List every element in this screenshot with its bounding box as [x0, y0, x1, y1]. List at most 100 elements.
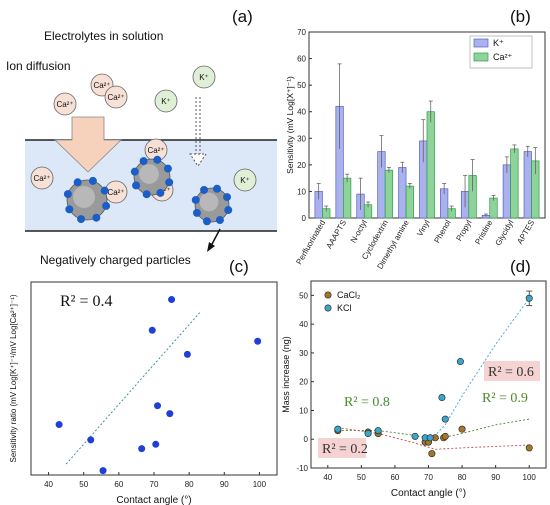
- category-label: Pristine: [473, 218, 494, 246]
- data-point: [154, 402, 162, 410]
- y-tick-label: 60: [297, 55, 306, 64]
- negative-charge-dot: [73, 178, 82, 187]
- legend-label: K⁺: [493, 38, 504, 48]
- y-tick-label: 30: [297, 134, 306, 143]
- negative-charge-dot: [192, 208, 201, 217]
- negative-charge-dot: [102, 201, 111, 210]
- y-tick-label: 50: [297, 81, 306, 90]
- legend-label: Ca²⁺: [493, 52, 513, 62]
- negative-charge-dot: [63, 190, 72, 199]
- negative-charge-dot: [65, 205, 74, 214]
- ion-diffusion-label: Ion diffusion: [6, 59, 71, 73]
- ion-k-icon: K⁺: [154, 89, 178, 113]
- y-tick-label: 10: [297, 187, 306, 196]
- panel-c-letter: (c): [229, 257, 249, 276]
- negative-charge-dot: [224, 206, 233, 215]
- x-tick-label: 80: [458, 473, 467, 482]
- bar-ca: [405, 185, 414, 219]
- data-point: [152, 440, 160, 448]
- data-point-kcl: [364, 429, 372, 437]
- y-tick-label: 10: [299, 406, 308, 415]
- data-point-kcl: [411, 432, 419, 440]
- annotation-highlight: [318, 438, 366, 458]
- r-squared-annotation: R² = 0.2: [322, 442, 368, 457]
- negative-charge-dot: [132, 181, 141, 190]
- data-point: [254, 337, 262, 345]
- y-axis-label: Mass increase (ng): [281, 336, 291, 413]
- y-tick-label: 20: [299, 378, 308, 387]
- ion-ca-icon: Ca²⁺: [53, 92, 77, 116]
- negative-charge-dot: [200, 185, 209, 194]
- category-label: Glycidyl: [494, 218, 516, 247]
- y-tick-label: 40: [297, 108, 306, 117]
- y-tick-label: 70: [297, 28, 306, 37]
- y-tick-label: 30: [299, 349, 308, 358]
- charged-particle-icon: [63, 176, 111, 224]
- fit-curve-kcl-high: [428, 297, 530, 443]
- panel-a-letter: (a): [232, 7, 253, 26]
- category-label: Phenol: [432, 218, 452, 244]
- negative-charge-dot: [165, 178, 174, 187]
- data-point-kcl: [334, 425, 342, 433]
- data-point: [166, 410, 174, 418]
- x-tick-label: 50: [357, 473, 366, 482]
- ion-k-label: K⁺: [161, 97, 171, 106]
- ion-k-label: K⁺: [199, 73, 209, 82]
- bar-ca: [384, 169, 394, 219]
- ion-ca-label: Ca²⁺: [107, 188, 124, 197]
- ion-ca-label: Ca²⁺: [56, 100, 73, 109]
- legend-label: CaCl₂: [337, 290, 361, 300]
- data-point-cacl2: [458, 425, 466, 433]
- negative-charge-dot: [88, 176, 97, 185]
- data-point-cacl2: [428, 450, 436, 458]
- panel-d-letter: (d): [510, 257, 531, 276]
- charged-particle-icon: [191, 184, 233, 226]
- data-point-kcl: [441, 415, 449, 423]
- charged-particle-icon: [130, 155, 174, 199]
- x-tick-label: 80: [185, 480, 194, 489]
- x-tick-label: 100: [253, 480, 267, 489]
- ion-ca-icon: Ca²⁺: [30, 166, 54, 190]
- panel-b-letter: (b): [510, 7, 531, 26]
- negative-charge-dot: [100, 186, 109, 195]
- y-tick-label: 40: [299, 320, 308, 329]
- legend-box: [469, 35, 533, 69]
- category-label: Propyl: [454, 218, 473, 242]
- ion-k-icon: K⁺: [192, 65, 216, 89]
- negative-charge-dot: [130, 167, 139, 176]
- y-tick-label: 0: [304, 435, 309, 444]
- y-axis-label: Sensitivity (mV Log[X⁺]⁻¹): [285, 76, 295, 174]
- legend-swatch: [473, 52, 489, 62]
- negative-charge-dot: [215, 216, 224, 225]
- electrolytes-label: Electrolytes in solution: [44, 29, 163, 43]
- panel-b: (b) 0 10 20 30 40 50 60 70 Sensitivity (mV Log[X…: [285, 7, 546, 271]
- x-tick-label: 50: [79, 480, 88, 489]
- r-squared-annotation: R² = 0.6: [488, 365, 534, 380]
- category-label: Perfluorinated: [294, 219, 327, 267]
- data-point: [183, 350, 191, 358]
- y-axis-label: Sensitivity ratio (mV Log[K⁺]⁻¹/mV Log[C…: [9, 294, 18, 462]
- ion-k-icon: K⁺: [233, 168, 257, 192]
- panel-c: (c) 40 50 60 70 80 90 100 Contact angle (°) Sens…: [9, 257, 278, 505]
- x-tick-label: 40: [44, 480, 53, 489]
- data-point: [138, 445, 146, 453]
- x-tick-label: 60: [390, 473, 399, 482]
- negative-charge-dot: [139, 157, 148, 166]
- bar-ca: [489, 197, 498, 219]
- x-tick-label: 40: [323, 473, 332, 482]
- bar-k: [398, 167, 407, 219]
- category-label: AAAPTS: [325, 219, 349, 251]
- data-point: [168, 296, 176, 304]
- ion-ca-icon: Ca²⁺: [104, 85, 128, 109]
- data-point-cacl2: [525, 444, 533, 452]
- ion-ca-label: Ca²⁺: [147, 146, 164, 155]
- particle-pointer-head: [207, 242, 215, 252]
- x-tick-label: 60: [114, 480, 123, 489]
- data-point: [148, 326, 156, 334]
- negative-charge-dot: [92, 213, 101, 222]
- x-axis-label: Contact angle (°): [116, 495, 191, 505]
- negative-charge-dot: [223, 193, 232, 202]
- data-point: [55, 421, 63, 429]
- category-label: APTES: [515, 219, 536, 246]
- x-tick-label: 90: [220, 480, 229, 489]
